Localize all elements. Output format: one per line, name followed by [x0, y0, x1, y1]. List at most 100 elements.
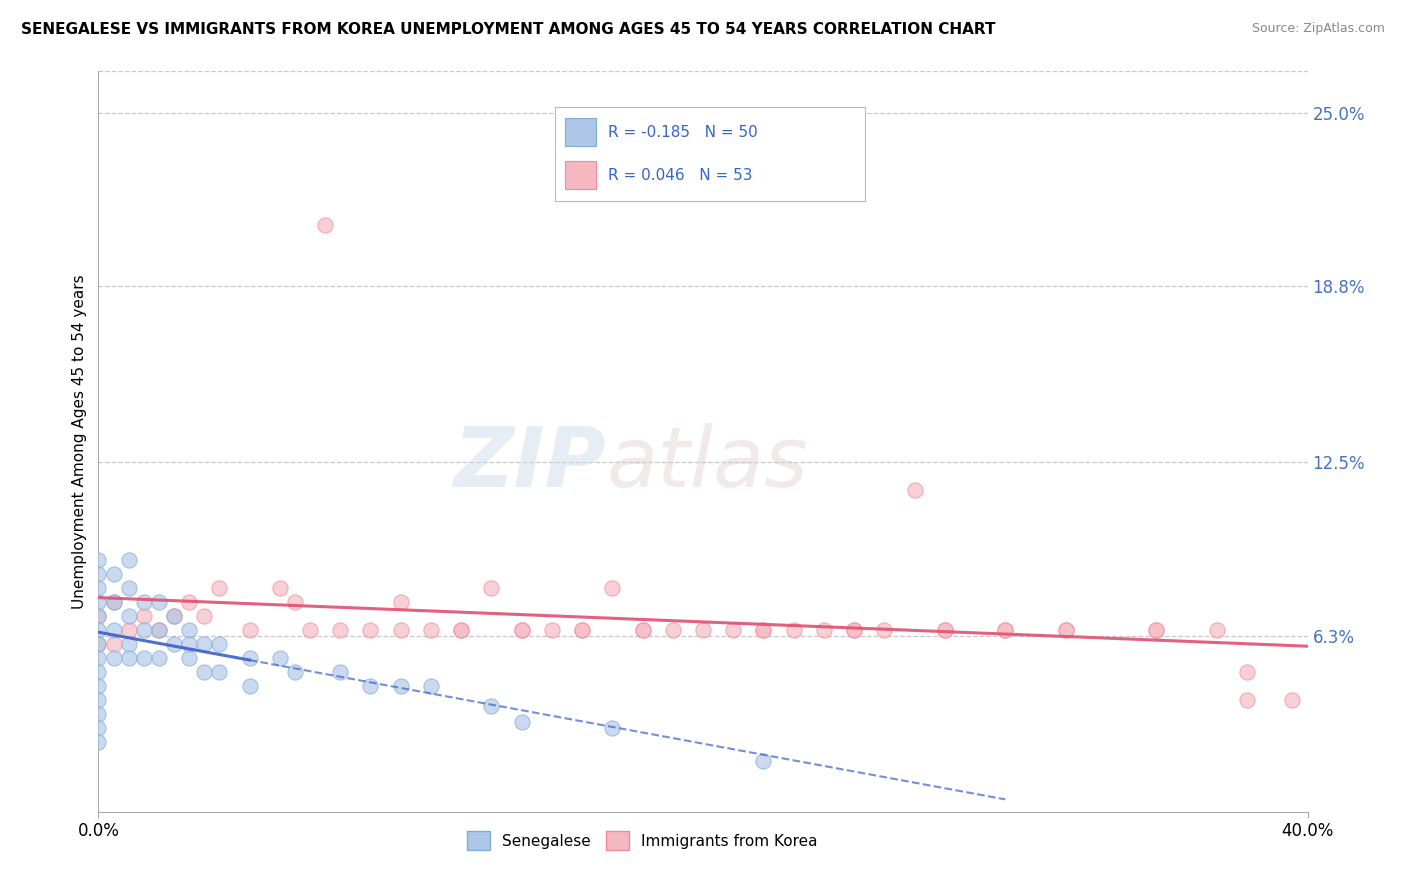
Point: [163, 609, 186, 624]
Point: [450, 623, 472, 637]
Point: [87, 651, 110, 665]
Point: [193, 665, 215, 679]
Point: [148, 623, 170, 637]
Point: [783, 623, 806, 637]
Text: R = -0.185   N = 50: R = -0.185 N = 50: [607, 125, 758, 140]
Point: [208, 637, 231, 651]
Point: [87, 679, 110, 693]
Point: [103, 623, 125, 637]
Point: [844, 623, 866, 637]
Point: [239, 679, 262, 693]
Point: [540, 623, 562, 637]
Point: [284, 595, 307, 609]
Point: [163, 637, 186, 651]
Text: atlas: atlas: [606, 423, 808, 504]
Point: [631, 623, 654, 637]
Point: [1206, 623, 1229, 637]
Point: [148, 651, 170, 665]
Point: [132, 651, 155, 665]
Point: [481, 698, 503, 713]
Point: [103, 651, 125, 665]
Point: [87, 706, 110, 721]
Point: [360, 679, 382, 693]
Point: [148, 623, 170, 637]
Point: [208, 665, 231, 679]
Point: [103, 567, 125, 582]
Text: ZIP: ZIP: [454, 423, 606, 504]
Point: [481, 581, 503, 595]
Point: [179, 637, 201, 651]
Point: [87, 665, 110, 679]
Point: [389, 595, 412, 609]
Point: [571, 623, 593, 637]
Point: [179, 595, 201, 609]
Point: [118, 609, 141, 624]
Point: [571, 623, 593, 637]
Text: Source: ZipAtlas.com: Source: ZipAtlas.com: [1251, 22, 1385, 36]
Point: [510, 623, 533, 637]
Point: [132, 595, 155, 609]
Point: [87, 609, 110, 624]
Bar: [565, 119, 596, 146]
Point: [420, 623, 443, 637]
Point: [87, 609, 110, 624]
Point: [269, 651, 291, 665]
Point: [510, 623, 533, 637]
Point: [269, 581, 291, 595]
Point: [389, 679, 412, 693]
Point: [934, 623, 956, 637]
Point: [118, 637, 141, 651]
Point: [103, 595, 125, 609]
Point: [132, 609, 155, 624]
Point: [1054, 623, 1077, 637]
Point: [510, 715, 533, 730]
Point: [752, 755, 775, 769]
Point: [631, 623, 654, 637]
Point: [193, 609, 215, 624]
Point: [934, 623, 956, 637]
Point: [1236, 665, 1258, 679]
Point: [389, 623, 412, 637]
Point: [87, 623, 110, 637]
Point: [692, 623, 714, 637]
Point: [118, 553, 141, 567]
Point: [813, 623, 835, 637]
Point: [179, 651, 201, 665]
Point: [284, 665, 307, 679]
Point: [1281, 693, 1303, 707]
Point: [1236, 693, 1258, 707]
Point: [450, 623, 472, 637]
Point: [132, 623, 155, 637]
Point: [314, 218, 336, 232]
Point: [873, 623, 896, 637]
Point: [163, 609, 186, 624]
Point: [239, 651, 262, 665]
Point: [118, 581, 141, 595]
Point: [844, 623, 866, 637]
Point: [1144, 623, 1167, 637]
Point: [87, 735, 110, 749]
Point: [420, 679, 443, 693]
Point: [602, 581, 624, 595]
Point: [1054, 623, 1077, 637]
Legend: Senegalese, Immigrants from Korea: Senegalese, Immigrants from Korea: [461, 825, 824, 856]
Y-axis label: Unemployment Among Ages 45 to 54 years: Unemployment Among Ages 45 to 54 years: [72, 274, 87, 609]
Point: [994, 623, 1017, 637]
Point: [148, 595, 170, 609]
Point: [87, 581, 110, 595]
Point: [87, 637, 110, 651]
Point: [118, 651, 141, 665]
Point: [904, 483, 927, 498]
Point: [994, 623, 1017, 637]
Point: [87, 567, 110, 582]
Point: [1144, 623, 1167, 637]
Point: [87, 553, 110, 567]
Point: [118, 623, 141, 637]
Point: [87, 693, 110, 707]
Point: [87, 595, 110, 609]
Point: [87, 637, 110, 651]
Point: [103, 595, 125, 609]
Point: [179, 623, 201, 637]
Point: [661, 623, 683, 637]
Text: SENEGALESE VS IMMIGRANTS FROM KOREA UNEMPLOYMENT AMONG AGES 45 TO 54 YEARS CORRE: SENEGALESE VS IMMIGRANTS FROM KOREA UNEM…: [21, 22, 995, 37]
